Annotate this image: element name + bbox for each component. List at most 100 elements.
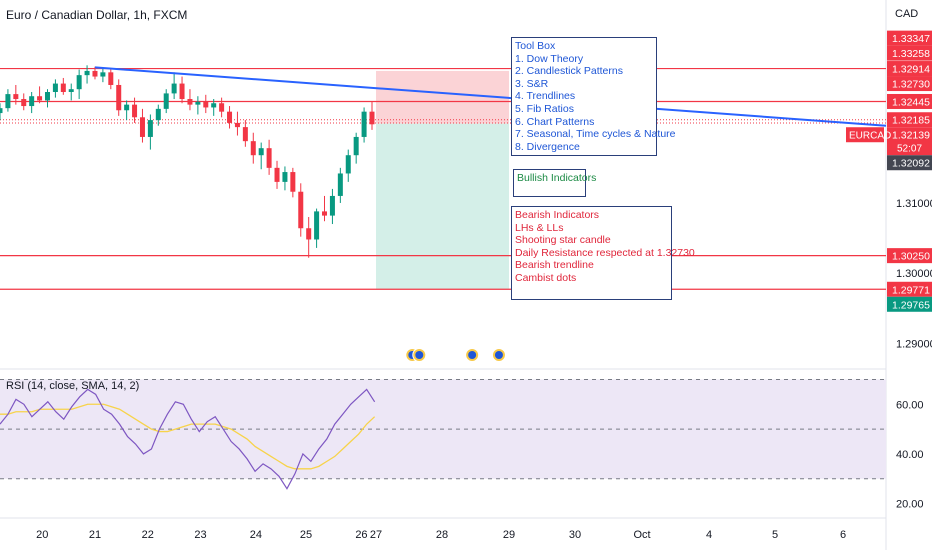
time-tick-label: 26 xyxy=(355,529,367,541)
rsi-tick-label: 20.00 xyxy=(896,499,924,511)
candle-body xyxy=(171,83,177,94)
candle xyxy=(266,139,272,175)
position-zones xyxy=(376,70,509,290)
rsi-label[interactable]: RSI (14, close, SMA, 14, 2) xyxy=(6,380,140,392)
candle xyxy=(250,132,256,164)
time-tick-label: 20 xyxy=(36,529,48,541)
price-label-box[interactable] xyxy=(887,281,932,297)
toolbox-line: 5. Fib Ratios xyxy=(515,102,574,115)
time-tick-label: 5 xyxy=(772,529,778,541)
candle-body xyxy=(274,167,280,182)
price-label-box[interactable] xyxy=(887,61,932,77)
price-label: 1.32185 xyxy=(892,115,930,127)
price-label: 1.33347 xyxy=(892,33,930,45)
price-label-box[interactable] xyxy=(887,127,932,156)
candle xyxy=(92,66,98,80)
currency-label: CAD xyxy=(895,8,919,20)
candle-body xyxy=(227,111,233,123)
price-label: 1.33258 xyxy=(892,48,930,60)
candle xyxy=(369,101,375,130)
price-label-box[interactable] xyxy=(887,45,932,61)
candle xyxy=(116,79,122,116)
candle-body xyxy=(52,83,58,92)
candle xyxy=(100,68,106,83)
candle-body xyxy=(219,103,225,112)
price-label-box[interactable] xyxy=(887,30,932,46)
time-tick-label: 30 xyxy=(569,529,581,541)
bearish-line: Bearish Indicators xyxy=(515,209,600,221)
candle-body xyxy=(44,92,50,101)
bullish-note[interactable]: Bullish Indicators xyxy=(513,169,597,197)
bearish-note[interactable]: Bearish Indicators LHs & LLs Shooting st… xyxy=(511,206,695,300)
bullish-line: Bullish Indicators xyxy=(517,172,597,184)
price-tick-label: 1.30000 xyxy=(896,268,932,280)
candle-body xyxy=(361,111,367,137)
price-tick-label: 1.31000 xyxy=(896,198,932,210)
bearish-trendline[interactable] xyxy=(94,66,887,127)
candle xyxy=(29,92,35,114)
rsi-pane xyxy=(0,378,886,490)
price-label-box[interactable] xyxy=(887,296,932,312)
candle xyxy=(211,99,217,116)
toolbox-line: 2. Candlestick Patterns xyxy=(515,65,623,78)
take-profit-zone[interactable] xyxy=(376,123,509,290)
candle xyxy=(227,106,233,129)
candle xyxy=(306,217,312,258)
candles xyxy=(0,65,375,258)
price-axis[interactable]: 60.00 40.00 20.00 1.31000 1.30000 1.29000 1.33… xyxy=(846,30,932,511)
price-label-box[interactable] xyxy=(887,155,932,171)
candle-body xyxy=(60,83,66,92)
bearish-line: Daily Resistance respected at 1.32730 xyxy=(515,246,695,259)
candle xyxy=(37,86,43,104)
candle xyxy=(353,132,359,164)
candle-body xyxy=(116,84,122,111)
price-label: 1.32445 xyxy=(892,96,930,108)
countdown-label: 52:07 xyxy=(897,144,922,155)
price-label: 1.32730 xyxy=(892,79,930,91)
symbol-tag-label: EURCAD xyxy=(849,131,891,142)
candle-body xyxy=(258,148,264,156)
rsi-tick-label: 60.00 xyxy=(896,399,924,411)
candle xyxy=(314,208,320,248)
candle xyxy=(290,167,296,198)
rsi-sma-line xyxy=(0,403,376,470)
time-tick-label: 23 xyxy=(194,529,206,541)
candle-body xyxy=(242,127,248,142)
candle-body xyxy=(108,72,114,85)
candle-body xyxy=(266,148,272,168)
time-axis[interactable]: 20 21 22 23 24 25 26 27 28 29 30 Oct 4 5 6 xyxy=(36,529,846,541)
time-tick-label: 29 xyxy=(503,529,515,541)
candle xyxy=(124,100,130,121)
candle xyxy=(147,114,153,150)
candle xyxy=(187,89,193,111)
candle xyxy=(361,107,367,143)
candle xyxy=(13,84,19,105)
candle xyxy=(329,188,335,225)
price-label-box[interactable] xyxy=(887,76,932,92)
price-label: 1.32914 xyxy=(892,64,930,76)
candle-body xyxy=(100,72,106,77)
candle-body xyxy=(5,94,11,109)
toolbox-line: 4. Trendlines xyxy=(515,90,576,103)
candle xyxy=(44,89,50,108)
event-icons[interactable] xyxy=(405,348,506,362)
candle xyxy=(163,89,169,114)
symbol-tag[interactable] xyxy=(846,127,884,143)
candle-body xyxy=(211,103,217,108)
toolbox-note[interactable]: Tool Box 1. Dow Theory 2. Candlestick Pa… xyxy=(511,37,676,156)
bearish-line: LHs & LLs xyxy=(515,221,564,234)
toolbox-line: 3. S&R xyxy=(515,77,549,90)
price-label-box[interactable] xyxy=(887,112,932,128)
price-label: 1.30250 xyxy=(892,251,930,263)
candle-body xyxy=(163,93,169,109)
price-label-box[interactable] xyxy=(887,93,932,109)
candle xyxy=(195,96,201,115)
time-tick-label: 28 xyxy=(436,529,448,541)
price-label-box[interactable] xyxy=(887,248,932,264)
candle xyxy=(171,72,177,100)
candle xyxy=(337,167,343,203)
price-label: 1.29771 xyxy=(892,284,930,296)
candle xyxy=(21,93,27,111)
trendline[interactable] xyxy=(94,66,887,127)
